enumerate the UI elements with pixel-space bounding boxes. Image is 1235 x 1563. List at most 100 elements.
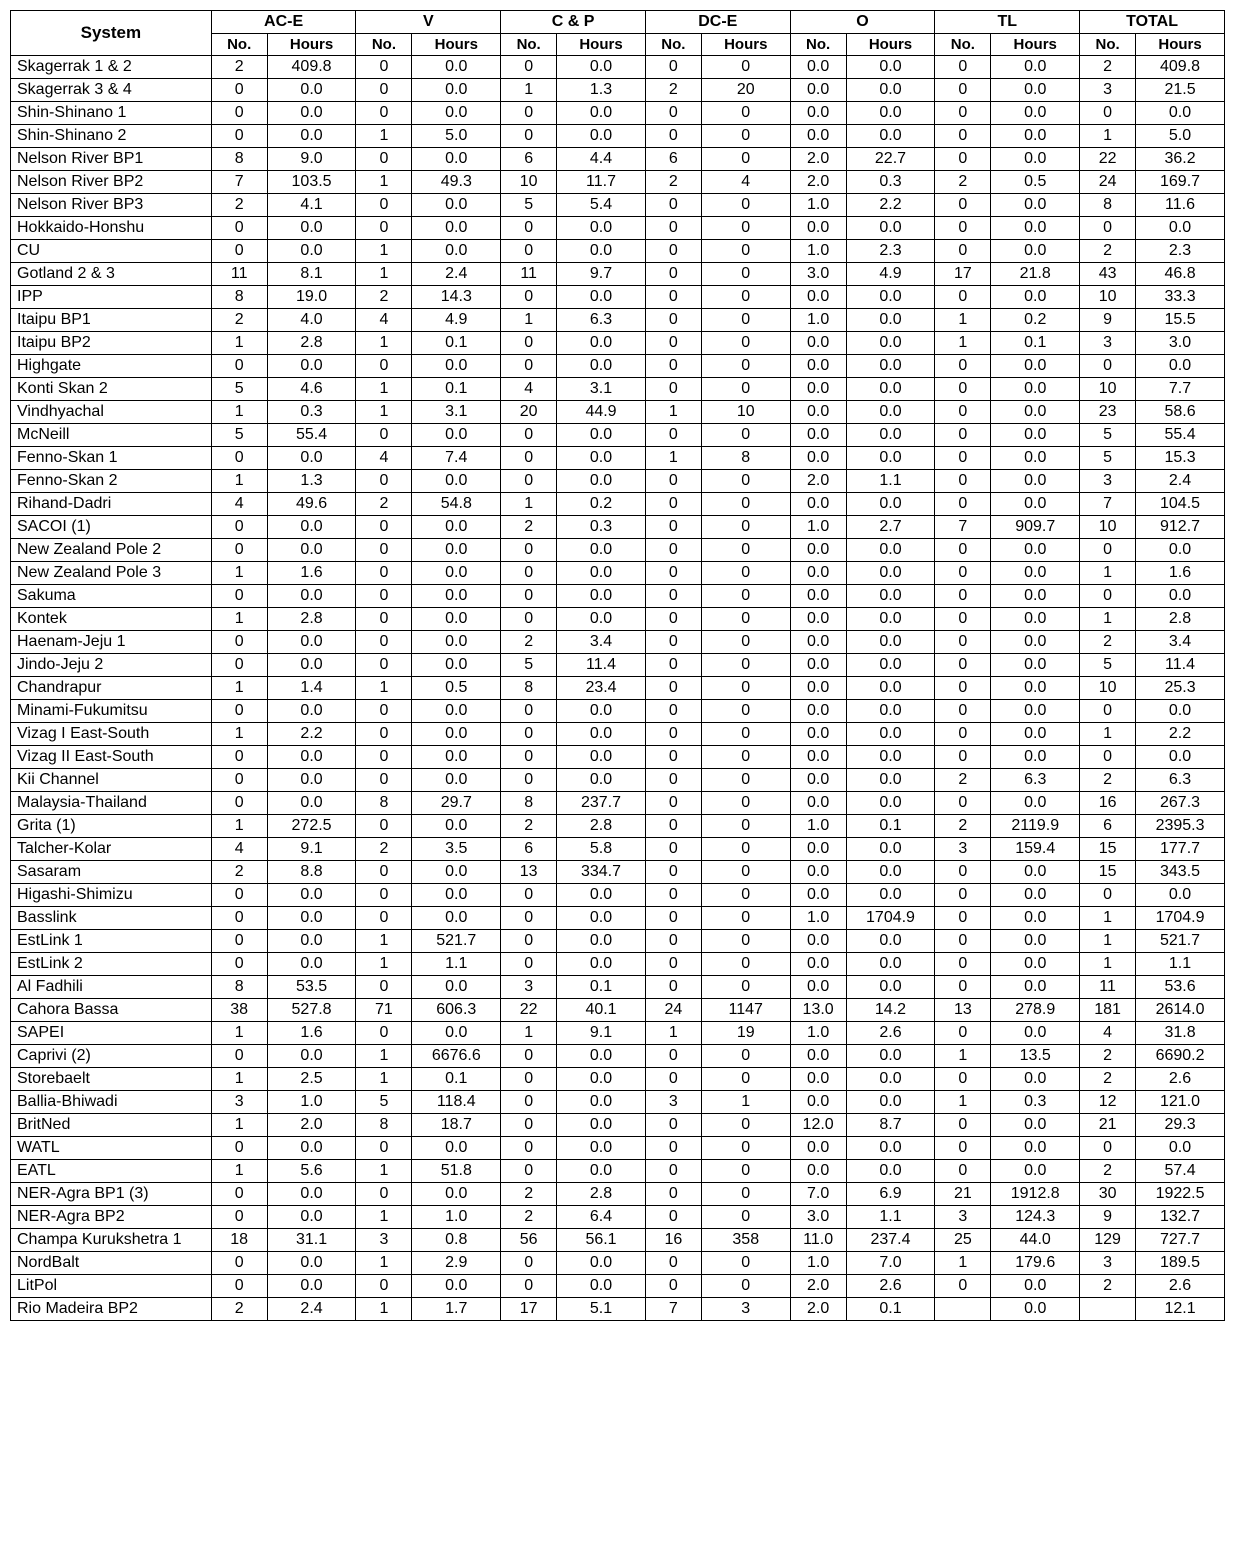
value-cell: 0.0 bbox=[557, 562, 646, 585]
value-cell: 0 bbox=[356, 1183, 412, 1206]
value-cell: 0 bbox=[211, 654, 267, 677]
value-cell: 0.0 bbox=[991, 102, 1080, 125]
value-cell: 118.4 bbox=[412, 1091, 501, 1114]
value-cell: 2 bbox=[356, 286, 412, 309]
value-cell: 0.0 bbox=[557, 424, 646, 447]
value-cell: 0.0 bbox=[846, 447, 935, 470]
value-cell: 0.0 bbox=[991, 470, 1080, 493]
value-cell: 2 bbox=[1080, 1068, 1136, 1091]
value-cell: 0.0 bbox=[991, 1022, 1080, 1045]
value-cell: 0.0 bbox=[267, 125, 356, 148]
value-cell: 44.0 bbox=[991, 1229, 1080, 1252]
value-cell: 10 bbox=[1080, 516, 1136, 539]
value-cell: 3 bbox=[1080, 79, 1136, 102]
value-cell: 0.0 bbox=[557, 470, 646, 493]
value-cell: 9.1 bbox=[557, 1022, 646, 1045]
value-cell: 0 bbox=[701, 861, 790, 884]
table-row: Sakuma00.000.000.0000.00.000.000.0 bbox=[11, 585, 1225, 608]
value-cell: 0 bbox=[356, 976, 412, 999]
header-group-total: TOTAL bbox=[1080, 11, 1225, 34]
value-cell: 0 bbox=[211, 79, 267, 102]
value-cell: 132.7 bbox=[1136, 1206, 1225, 1229]
value-cell: 267.3 bbox=[1136, 792, 1225, 815]
value-cell: 10 bbox=[501, 171, 557, 194]
value-cell: 0 bbox=[211, 585, 267, 608]
value-cell: 6 bbox=[1080, 815, 1136, 838]
value-cell: 0 bbox=[356, 355, 412, 378]
value-cell: 1 bbox=[1080, 562, 1136, 585]
value-cell: 7 bbox=[211, 171, 267, 194]
value-cell: 0.0 bbox=[267, 1045, 356, 1068]
value-cell bbox=[935, 1298, 991, 1321]
value-cell: 1 bbox=[356, 125, 412, 148]
value-cell: 4.0 bbox=[267, 309, 356, 332]
value-cell: 29.3 bbox=[1136, 1114, 1225, 1137]
value-cell: 0 bbox=[211, 1183, 267, 1206]
value-cell: 55.4 bbox=[1136, 424, 1225, 447]
value-cell: 0 bbox=[1080, 700, 1136, 723]
value-cell: 6 bbox=[501, 148, 557, 171]
value-cell: 0.0 bbox=[1136, 1137, 1225, 1160]
value-cell: 11.0 bbox=[790, 1229, 846, 1252]
value-cell: 0 bbox=[645, 516, 701, 539]
header-sub-no: No. bbox=[211, 34, 267, 56]
header-sub-hours: Hours bbox=[1136, 34, 1225, 56]
value-cell: 1 bbox=[356, 401, 412, 424]
value-cell: 1 bbox=[1080, 125, 1136, 148]
value-cell: 0.0 bbox=[790, 792, 846, 815]
value-cell: 0.0 bbox=[557, 953, 646, 976]
table-row: Vindhyachal10.313.12044.91100.00.000.023… bbox=[11, 401, 1225, 424]
value-cell: 0.0 bbox=[991, 562, 1080, 585]
value-cell: 1 bbox=[211, 1068, 267, 1091]
value-cell: 0.0 bbox=[1136, 217, 1225, 240]
value-cell: 727.7 bbox=[1136, 1229, 1225, 1252]
value-cell: 0 bbox=[935, 792, 991, 815]
value-cell: 2.5 bbox=[267, 1068, 356, 1091]
value-cell: 0 bbox=[935, 1022, 991, 1045]
value-cell: 0.0 bbox=[412, 470, 501, 493]
value-cell: 7 bbox=[645, 1298, 701, 1321]
value-cell: 0.0 bbox=[846, 861, 935, 884]
value-cell: 0 bbox=[701, 585, 790, 608]
value-cell: 0 bbox=[645, 953, 701, 976]
system-name-cell: Konti Skan 2 bbox=[11, 378, 212, 401]
value-cell: 6.3 bbox=[991, 769, 1080, 792]
table-row: Hokkaido-Honshu00.000.000.0000.00.000.00… bbox=[11, 217, 1225, 240]
value-cell: 3 bbox=[1080, 332, 1136, 355]
value-cell: 0.0 bbox=[991, 286, 1080, 309]
value-cell: 0.0 bbox=[557, 56, 646, 79]
value-cell: 0.0 bbox=[790, 585, 846, 608]
value-cell: 0.0 bbox=[267, 1275, 356, 1298]
value-cell: 0 bbox=[501, 1160, 557, 1183]
header-sub-hours: Hours bbox=[412, 34, 501, 56]
value-cell: 1 bbox=[356, 953, 412, 976]
value-cell: 0.0 bbox=[846, 723, 935, 746]
value-cell: 0 bbox=[356, 815, 412, 838]
value-cell: 8.8 bbox=[267, 861, 356, 884]
value-cell: 0.0 bbox=[790, 447, 846, 470]
system-name-cell: BritNed bbox=[11, 1114, 212, 1137]
header-sub-hours: Hours bbox=[991, 34, 1080, 56]
value-cell: 0 bbox=[645, 1160, 701, 1183]
value-cell: 0.0 bbox=[557, 447, 646, 470]
value-cell: 44.9 bbox=[557, 401, 646, 424]
system-name-cell: Shin-Shinano 2 bbox=[11, 125, 212, 148]
value-cell: 0.0 bbox=[846, 953, 935, 976]
system-name-cell: Haenam-Jeju 1 bbox=[11, 631, 212, 654]
value-cell: 0 bbox=[501, 1275, 557, 1298]
value-cell: 1 bbox=[211, 562, 267, 585]
value-cell: 0 bbox=[645, 585, 701, 608]
value-cell: 0.0 bbox=[557, 884, 646, 907]
table-row: Ballia-Bhiwadi31.05118.400.0310.00.010.3… bbox=[11, 1091, 1225, 1114]
value-cell: 169.7 bbox=[1136, 171, 1225, 194]
value-cell: 0.1 bbox=[991, 332, 1080, 355]
value-cell: 0.0 bbox=[846, 286, 935, 309]
value-cell: 0 bbox=[701, 838, 790, 861]
value-cell: 0 bbox=[645, 424, 701, 447]
value-cell: 0 bbox=[645, 769, 701, 792]
value-cell: 0 bbox=[645, 378, 701, 401]
value-cell: 0.0 bbox=[790, 424, 846, 447]
value-cell: 2 bbox=[645, 79, 701, 102]
value-cell: 22 bbox=[501, 999, 557, 1022]
value-cell: 0.0 bbox=[267, 654, 356, 677]
